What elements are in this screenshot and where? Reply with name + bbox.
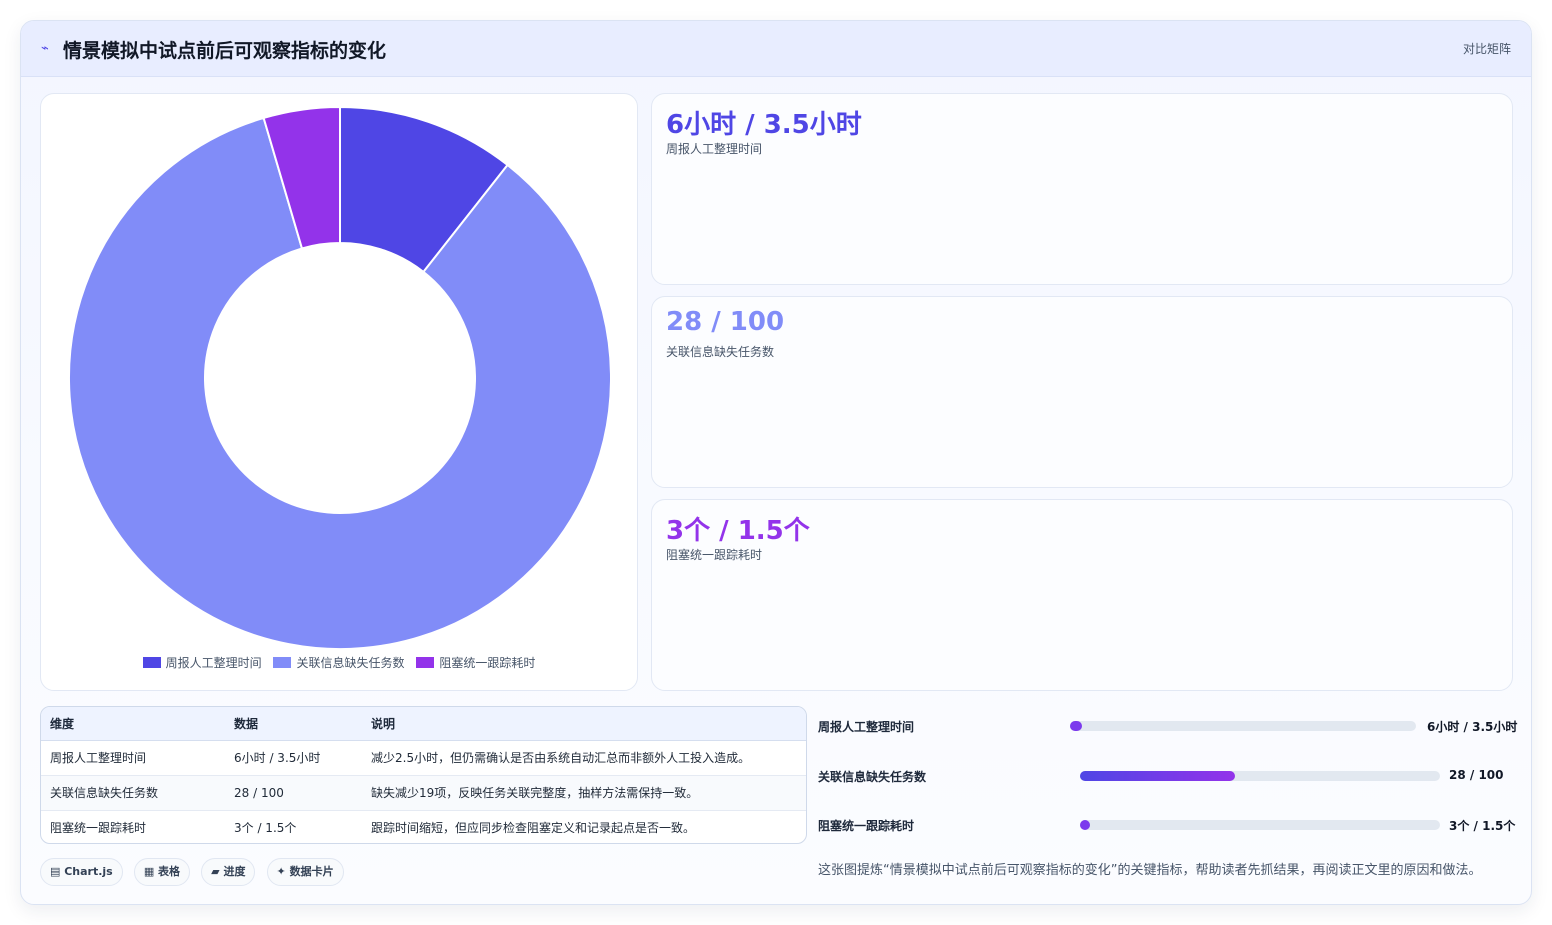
legend-swatch-1 xyxy=(273,657,292,668)
progress-track xyxy=(1080,820,1440,830)
chip-chartjs[interactable]: ▤ Chart.js xyxy=(40,858,123,886)
progress-track xyxy=(1080,771,1440,781)
metric-card-label: 关联信息缺失任务数 xyxy=(666,345,775,359)
sparkline-icon: ⌁ xyxy=(41,41,49,56)
summary-note: 这张图提炼“情景模拟中试点前后可观察指标的变化”的关键指标，帮助读者先抓结果，再… xyxy=(818,863,1482,878)
page-title: 情景模拟中试点前后可观察指标的变化 xyxy=(63,40,387,62)
legend-item-2[interactable]: 阻塞统一跟踪耗时 xyxy=(416,654,535,671)
table-cell: 阻塞统一跟踪耗时 xyxy=(50,821,147,836)
chip-table[interactable]: ▦ 表格 xyxy=(133,858,191,886)
metric-card-value: 3个 / 1.5个 xyxy=(666,516,810,546)
column-header-dimension: 维度 xyxy=(41,707,225,741)
progress-track xyxy=(1070,721,1416,731)
legend-swatch-0 xyxy=(142,657,161,668)
table-row: 周报人工整理时间 6小时 / 3.5小时 减少2.5小时，但仍需确认是否由系统自… xyxy=(41,740,806,776)
progress-row-1: 关联信息缺失任务数 28 / 100 xyxy=(818,766,1518,786)
legend-label-0: 周报人工整理时间 xyxy=(165,656,262,670)
metric-card-1: 28 / 100 关联信息缺失任务数 xyxy=(651,296,1513,488)
header-bar: ⌁ 情景模拟中试点前后可观察指标的变化 对比矩阵 xyxy=(21,21,1531,77)
table-header-row: 维度 数据 说明 xyxy=(41,707,806,741)
table-cell: 跟踪时间缩短，但应同步检查阻塞定义和记录起点是否一致。 xyxy=(371,821,696,836)
legend-swatch-2 xyxy=(416,657,435,668)
doughnut-slice-2[interactable] xyxy=(262,105,341,250)
column-header-data: 数据 xyxy=(225,707,362,741)
metric-card-label: 阻塞统一跟踪耗时 xyxy=(666,548,763,562)
progress-fill xyxy=(1080,820,1090,830)
mode-label: 对比矩阵 xyxy=(1462,42,1511,56)
column-header-description: 说明 xyxy=(362,707,806,741)
progress-fill xyxy=(1080,771,1235,781)
comparison-table-container: 维度 数据 说明 周报人工整理时间 6小时 / 3.5小时 减少2.5小时，但仍… xyxy=(40,706,807,844)
doughnut-chart-panel: 周报人工整理时间 关联信息缺失任务数 阻塞统一跟踪耗时 xyxy=(40,93,638,691)
legend-item-0[interactable]: 周报人工整理时间 xyxy=(142,654,262,671)
progress-value: 28 / 100 xyxy=(1449,768,1504,782)
progress-fill xyxy=(1070,721,1083,731)
table-cell: 3个 / 1.5个 xyxy=(234,821,297,836)
chip-progress[interactable]: ▰ 进度 xyxy=(201,858,256,886)
chip-data-card[interactable]: ✦ 数据卡片 xyxy=(266,858,344,886)
doughnut-slice-1[interactable] xyxy=(68,116,612,650)
progress-value: 6小时 / 3.5小时 xyxy=(1427,720,1518,734)
progress-row-0: 周报人工整理时间 6小时 / 3.5小时 xyxy=(818,716,1518,736)
progress-label: 阻塞统一跟踪耗时 xyxy=(818,819,915,833)
legend-label-2: 阻塞统一跟踪耗时 xyxy=(439,656,536,670)
metric-card-label: 周报人工整理时间 xyxy=(666,142,763,156)
table-cell: 28 / 100 xyxy=(225,775,362,811)
dashboard-frame: ⌁ 情景模拟中试点前后可观察指标的变化 对比矩阵 周报人工整理时间 关联信息缺失… xyxy=(20,20,1532,905)
table-cell: 缺失减少19项，反映任务关联完整度，抽样方法需保持一致。 xyxy=(362,775,806,811)
tag-chips: ▤ Chart.js ▦ 表格 ▰ 进度 ✦ 数据卡片 xyxy=(40,858,350,886)
doughnut-chart xyxy=(68,105,612,650)
metric-card-0: 6小时 / 3.5小时 周报人工整理时间 xyxy=(651,93,1513,285)
table-cell: 关联信息缺失任务数 xyxy=(41,775,225,811)
metric-card-value: 6小时 / 3.5小时 xyxy=(666,110,862,140)
progress-value: 3个 / 1.5个 xyxy=(1449,819,1516,833)
metric-card-value: 28 / 100 xyxy=(666,307,785,337)
progress-label: 周报人工整理时间 xyxy=(818,720,915,734)
chart-legend: 周报人工整理时间 关联信息缺失任务数 阻塞统一跟踪耗时 xyxy=(41,654,637,671)
legend-item-1[interactable]: 关联信息缺失任务数 xyxy=(273,654,405,671)
comparison-table: 维度 数据 说明 周报人工整理时间 6小时 / 3.5小时 减少2.5小时，但仍… xyxy=(41,707,806,843)
table-cell: 减少2.5小时，但仍需确认是否由系统自动汇总而非额外人工投入造成。 xyxy=(362,740,806,776)
metric-card-2: 3个 / 1.5个 阻塞统一跟踪耗时 xyxy=(651,499,1513,691)
progress-row-2: 阻塞统一跟踪耗时 3个 / 1.5个 xyxy=(818,815,1518,835)
progress-label: 关联信息缺失任务数 xyxy=(818,770,927,784)
legend-label-1: 关联信息缺失任务数 xyxy=(296,656,405,670)
table-cell: 周报人工整理时间 xyxy=(41,740,225,776)
table-row: 关联信息缺失任务数 28 / 100 缺失减少19项，反映任务关联完整度，抽样方… xyxy=(41,775,806,811)
table-cell: 6小时 / 3.5小时 xyxy=(225,740,362,776)
table-row: 阻塞统一跟踪耗时 3个 / 1.5个 跟踪时间缩短，但应同步检查阻塞定义和记录起… xyxy=(41,810,806,843)
